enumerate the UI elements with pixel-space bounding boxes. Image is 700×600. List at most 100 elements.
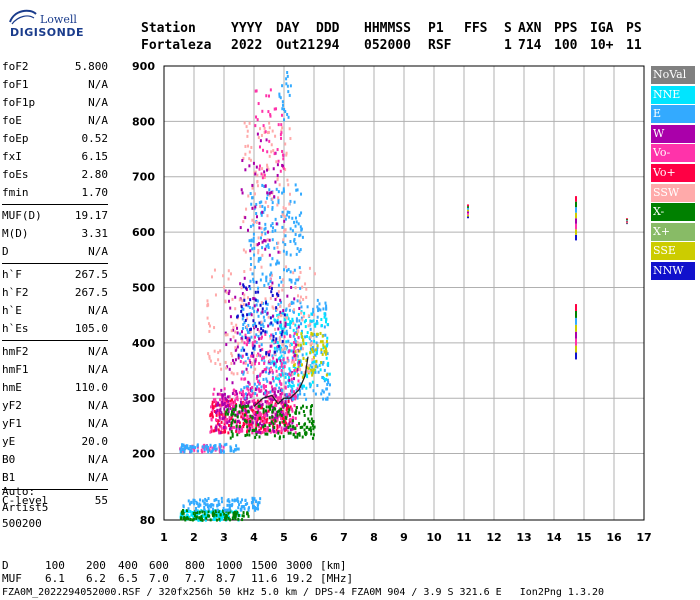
echo-point-nnw <box>243 298 246 302</box>
param-label: yF2 <box>2 399 22 412</box>
header-row1-cell-8: AXN <box>518 21 542 36</box>
header-row1-cell-2: DAY <box>276 21 300 36</box>
echo-point-w <box>253 402 256 406</box>
echo-point-vo <box>280 364 283 368</box>
echo-point-vo <box>263 414 266 418</box>
header-row1-cell-9: PPS <box>554 21 578 36</box>
echo-point-w <box>246 393 249 397</box>
echo-point-ssw <box>277 315 280 319</box>
echo-point-nne <box>187 510 190 514</box>
echo-point-e <box>253 309 256 313</box>
echo-point-w <box>291 371 294 375</box>
echo-point-vo <box>272 419 275 423</box>
echo-point-vo <box>222 445 225 449</box>
echo-point-sse <box>321 352 324 356</box>
echo-point-e <box>244 392 247 396</box>
echo-point-w <box>254 205 257 209</box>
echo-point-e <box>263 360 266 364</box>
echo-point-e <box>315 341 318 345</box>
echo-point-vo <box>283 335 286 339</box>
echo-point-x <box>248 433 251 437</box>
echo-point-vo <box>210 425 213 429</box>
echo-point-e <box>290 278 293 282</box>
echo-point-ssw <box>282 238 285 242</box>
echo-point-ssw <box>282 284 285 288</box>
echo-point-e <box>306 305 309 309</box>
echo-point-x <box>198 516 201 520</box>
param-row: foF2 5.800 <box>2 58 108 76</box>
echo-point-w <box>241 159 244 163</box>
echo-point-e <box>265 307 268 311</box>
echo-point-vo <box>246 338 249 342</box>
echo-point-ssw <box>260 133 263 137</box>
echo-point-e <box>183 444 186 448</box>
echo-point-e <box>259 323 262 327</box>
x-tick-label: 4 <box>250 531 258 544</box>
echo-point-ssw <box>285 265 288 269</box>
echo-point-e <box>288 278 291 282</box>
echo-point-ssw <box>313 313 316 317</box>
echo-point-e <box>207 497 210 501</box>
echo-point-vo <box>254 340 257 344</box>
echo-point-e <box>203 505 206 509</box>
interference-segment <box>626 223 628 225</box>
echo-point-vo <box>275 430 278 434</box>
echo-point-vo <box>214 398 217 402</box>
echo-point-x <box>309 412 312 416</box>
echo-point-e <box>251 247 254 251</box>
echo-point-ssw <box>309 335 312 339</box>
echo-point-nne <box>273 360 276 364</box>
echo-point-vo <box>265 384 268 388</box>
echo-point-e <box>295 319 298 323</box>
echo-point-ssw <box>224 299 227 303</box>
x-tick-label: 5 <box>280 531 288 544</box>
param-value: 2.80 <box>81 168 109 181</box>
footer-muf-value: 6.5 <box>118 572 138 585</box>
echo-point-w <box>292 350 295 354</box>
echo-point-ssw <box>266 214 269 218</box>
echo-point-nne <box>293 372 296 376</box>
echo-point-vo <box>231 401 234 405</box>
echo-point-nne <box>196 509 199 513</box>
echo-point-nnw <box>240 309 243 313</box>
echo-point-e <box>282 249 285 253</box>
echo-point-w <box>238 427 241 431</box>
echo-point-e <box>244 498 247 502</box>
echo-point-e <box>322 307 325 311</box>
echo-point-ssw <box>302 347 305 351</box>
echo-point-w <box>261 210 264 214</box>
echo-point-x <box>228 510 231 514</box>
echo-point-e <box>285 269 288 273</box>
echo-point-w <box>228 367 231 371</box>
echo-point-e <box>280 300 283 304</box>
echo-point-e <box>284 381 287 385</box>
echo-point-e <box>244 503 247 507</box>
echo-point-e <box>257 257 260 261</box>
echo-point-ssw <box>276 374 279 378</box>
echo-point-x <box>247 409 250 413</box>
echo-point-vo <box>279 396 282 400</box>
echo-point-w <box>269 344 272 348</box>
echo-point-w <box>266 413 269 417</box>
echo-point-w <box>240 337 243 341</box>
echo-point-e <box>271 207 274 211</box>
echo-point-e <box>195 500 198 504</box>
echo-point-e <box>253 253 256 257</box>
echo-point-w <box>284 324 287 328</box>
echo-point-e <box>230 449 233 453</box>
interference-segment <box>575 304 577 311</box>
echo-point-ssw <box>257 249 260 253</box>
echo-point-w <box>225 343 228 347</box>
echo-point-w <box>236 419 239 423</box>
echo-point-e <box>229 503 232 507</box>
echo-point-x <box>232 408 235 412</box>
echo-point-ssw <box>277 290 280 294</box>
echo-point-x <box>251 428 254 432</box>
echo-point-w <box>248 400 251 404</box>
echo-point-e <box>186 444 189 448</box>
echo-point-w <box>295 342 298 346</box>
echo-point-x <box>267 405 270 409</box>
echo-point-e <box>285 252 288 256</box>
echo-point-w <box>283 427 286 431</box>
echo-point-e <box>298 389 301 393</box>
